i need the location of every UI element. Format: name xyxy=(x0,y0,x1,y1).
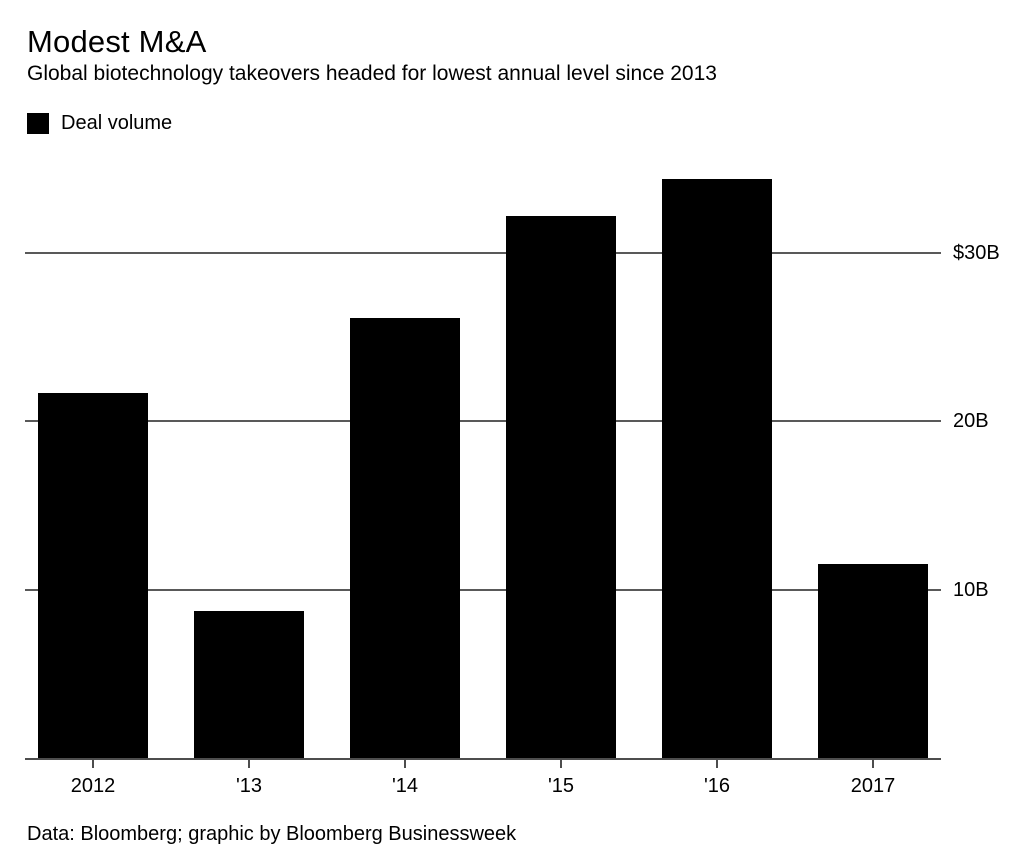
chart-subtitle: Global biotechnology takeovers headed fo… xyxy=(27,62,717,85)
gridline-10 xyxy=(25,588,941,591)
bar-14 xyxy=(350,318,460,758)
source-note: Data: Bloomberg; graphic by Bloomberg Bu… xyxy=(27,823,517,845)
gridline-30 xyxy=(25,251,941,254)
x-axis-tick xyxy=(872,760,874,768)
chart-title: Modest M&A xyxy=(27,24,207,59)
bar-16 xyxy=(662,179,772,758)
x-axis-label-15: '15 xyxy=(547,775,575,797)
bar-2017 xyxy=(818,564,928,758)
x-axis-label-13: '13 xyxy=(235,775,263,797)
x-axis-tick xyxy=(560,760,562,768)
bar-15 xyxy=(506,216,616,758)
x-axis-label-2017: 2017 xyxy=(850,775,896,797)
legend: Deal volume xyxy=(27,111,172,135)
x-axis-tick xyxy=(716,760,718,768)
bar-2012 xyxy=(38,393,148,758)
y-axis-label-30: $30B xyxy=(953,241,1000,264)
x-axis-tick xyxy=(92,760,94,768)
bar-chart-plot-area xyxy=(25,140,941,760)
legend-swatch-icon xyxy=(27,112,49,134)
x-axis-label-16: '16 xyxy=(703,775,731,797)
legend-label: Deal volume xyxy=(61,112,173,134)
bar-13 xyxy=(194,611,304,758)
x-axis-line xyxy=(25,758,941,760)
gridline-20 xyxy=(25,420,941,423)
x-axis-label-2012: 2012 xyxy=(70,775,116,797)
x-axis-tick xyxy=(404,760,406,768)
y-axis-label-20: 20B xyxy=(953,410,989,433)
x-axis-tick xyxy=(248,760,250,768)
y-axis-label-10: 10B xyxy=(953,578,989,601)
x-axis-label-14: '14 xyxy=(391,775,419,797)
